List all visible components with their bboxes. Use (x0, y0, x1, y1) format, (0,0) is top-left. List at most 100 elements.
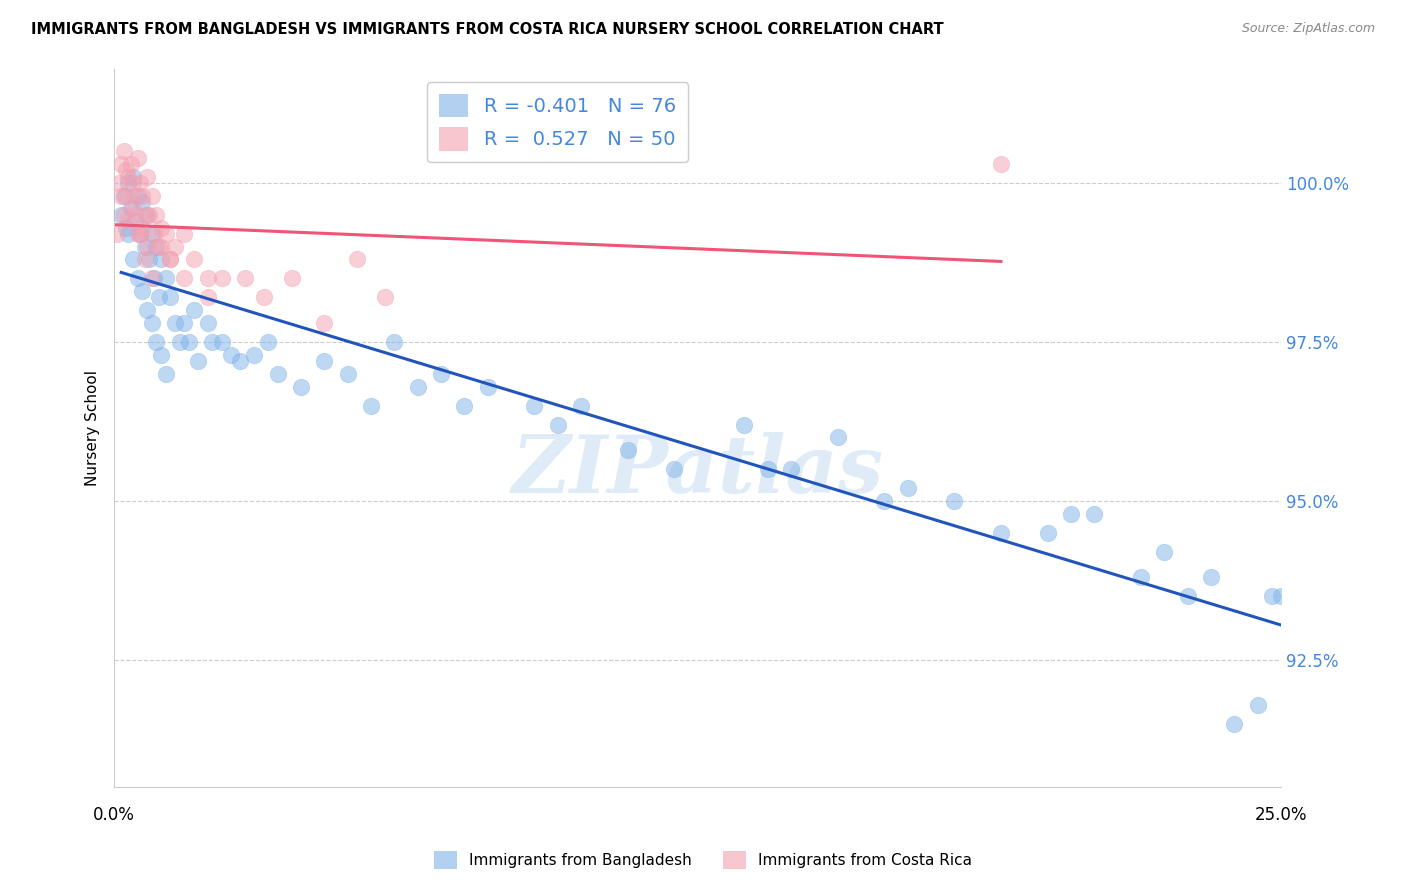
Point (547, 417, 569, 432)
Point (197, 271, 219, 285)
Point (183, 252, 205, 267)
Point (827, 430, 849, 444)
Point (159, 291, 181, 305)
Point (128, 227, 150, 241)
Point (211, 334, 233, 349)
Point (117, 214, 139, 228)
Point (873, 494, 896, 508)
Point (145, 208, 167, 222)
Point (201, 334, 224, 349)
Point (173, 316, 195, 330)
Point (943, 494, 966, 508)
Point (148, 291, 170, 305)
Point (141, 227, 163, 241)
Point (135, 208, 157, 222)
Y-axis label: Nursery School: Nursery School (86, 370, 100, 486)
Point (135, 169, 157, 184)
Point (110, 188, 132, 202)
Point (211, 271, 233, 285)
Point (115, 163, 138, 178)
Point (314, 354, 336, 368)
Point (131, 284, 153, 298)
Point (177, 334, 200, 349)
Point (163, 239, 186, 253)
Point (134, 239, 156, 253)
Point (1129, 570, 1152, 584)
Point (336, 367, 359, 381)
Point (131, 188, 153, 202)
Point (155, 227, 177, 241)
Point (1177, 590, 1199, 604)
Point (121, 176, 143, 190)
Point (159, 252, 181, 267)
Legend: Immigrants from Bangladesh, Immigrants from Costa Rica: Immigrants from Bangladesh, Immigrants f… (427, 845, 979, 875)
Point (733, 417, 755, 432)
Point (897, 481, 920, 495)
Point (1083, 507, 1105, 521)
Point (197, 291, 219, 305)
Point (990, 157, 1012, 171)
Point (169, 334, 191, 349)
Point (120, 157, 142, 171)
Point (233, 271, 256, 285)
Point (141, 188, 163, 202)
Point (149, 252, 172, 267)
Point (127, 227, 149, 241)
Legend: R = -0.401   N = 76, R =  0.527   N = 50: R = -0.401 N = 76, R = 0.527 N = 50 (427, 82, 688, 162)
Text: 0.0%: 0.0% (93, 806, 135, 824)
Point (134, 252, 156, 267)
Point (141, 316, 163, 330)
Point (149, 220, 172, 235)
Point (374, 291, 396, 305)
Point (430, 367, 453, 381)
Point (780, 462, 803, 476)
Text: ZIPatlas: ZIPatlas (512, 433, 883, 509)
Point (149, 239, 172, 253)
Point (121, 202, 143, 216)
Point (142, 271, 165, 285)
Point (616, 443, 638, 458)
Point (219, 348, 242, 362)
Point (360, 399, 382, 413)
Point (141, 271, 163, 285)
Point (314, 316, 336, 330)
Point (124, 188, 146, 202)
Point (117, 227, 139, 241)
Point (1199, 570, 1222, 584)
Point (173, 227, 195, 241)
Point (159, 252, 181, 267)
Point (117, 176, 139, 190)
Point (1260, 590, 1282, 604)
Point (145, 334, 167, 349)
Point (138, 252, 160, 267)
Point (453, 399, 475, 413)
Point (155, 271, 177, 285)
Point (1060, 507, 1083, 521)
Point (127, 151, 149, 165)
Point (135, 303, 157, 318)
Point (110, 157, 132, 171)
Point (138, 208, 160, 222)
Point (290, 379, 312, 393)
Point (523, 399, 546, 413)
Point (1246, 698, 1268, 712)
Point (128, 176, 150, 190)
Point (128, 227, 150, 241)
Point (569, 399, 592, 413)
Point (121, 169, 143, 184)
Point (664, 462, 686, 476)
Point (124, 214, 146, 228)
Text: Source: ZipAtlas.com: Source: ZipAtlas.com (1241, 22, 1375, 36)
Point (1270, 590, 1292, 604)
Point (131, 195, 153, 210)
Text: IMMIGRANTS FROM BANGLADESH VS IMMIGRANTS FROM COSTA RICA NURSERY SCHOOL CORRELAT: IMMIGRANTS FROM BANGLADESH VS IMMIGRANTS… (31, 22, 943, 37)
Point (477, 379, 499, 393)
Point (127, 271, 149, 285)
Point (173, 271, 195, 285)
Point (756, 462, 779, 476)
Point (346, 252, 368, 267)
Point (252, 291, 274, 305)
Point (145, 239, 167, 253)
Point (148, 239, 170, 253)
Point (108, 176, 131, 190)
